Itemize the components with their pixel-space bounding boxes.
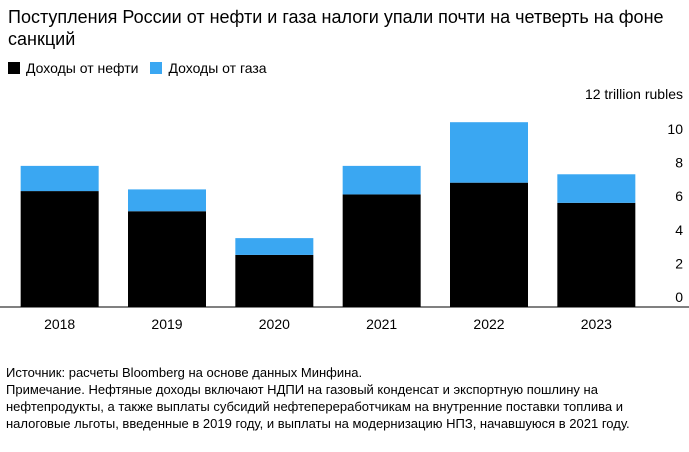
y-tick-label-6: 6 xyxy=(675,188,683,204)
methodology-note: Примечание. Нефтяные доходы включают НДП… xyxy=(6,382,630,431)
bar-gas-2021 xyxy=(342,165,421,195)
y-tick-label-2: 2 xyxy=(675,255,683,271)
x-tick-label-2018: 2018 xyxy=(44,316,75,332)
bar-oil-2021 xyxy=(342,194,421,307)
legend-item-oil: Доходы от нефти xyxy=(8,60,138,76)
y-tick-label-8: 8 xyxy=(675,155,683,171)
bar-oil-2018 xyxy=(20,191,99,307)
y-tick-label-10: 10 xyxy=(667,121,683,137)
bar-gas-2022 xyxy=(450,122,528,183)
footnotes: Источник: расчеты Bloomberg на основе да… xyxy=(6,364,686,432)
x-tick-label-2023: 2023 xyxy=(581,316,612,332)
chart-title: Поступления России от нефти и газа налог… xyxy=(8,7,664,49)
bar-gas-2019 xyxy=(128,189,206,212)
y-axis-unit-label: 12 trillion rubles xyxy=(584,86,683,102)
bar-oil-2023 xyxy=(557,202,636,307)
bar-oil-2019 xyxy=(128,211,206,307)
bar-oil-2020 xyxy=(235,254,314,307)
x-tick-label-2022: 2022 xyxy=(473,316,504,332)
bar-gas-2023 xyxy=(557,174,636,203)
source-note: Источник: расчеты Bloomberg на основе да… xyxy=(6,365,363,380)
legend-item-gas: Доходы от газа xyxy=(150,60,267,76)
legend-label-oil: Доходы от нефти xyxy=(26,60,139,76)
legend-swatch-oil xyxy=(8,62,20,74)
x-tick-label-2021: 2021 xyxy=(366,316,397,332)
legend-label-gas: Доходы от газа xyxy=(168,60,267,76)
legend-swatch-gas xyxy=(150,62,163,74)
bar-gas-2020 xyxy=(235,238,314,255)
x-tick-label-2019: 2019 xyxy=(151,316,182,332)
x-tick-label-2020: 2020 xyxy=(259,316,290,332)
y-tick-label-0: 0 xyxy=(675,289,683,305)
y-tick-label-4: 4 xyxy=(675,222,683,238)
bar-gas-2018 xyxy=(20,165,99,192)
bar-oil-2022 xyxy=(450,182,528,307)
stacked-bar-chart: 2018 2019 2020 2021 2022 2023 0 2 4 6 8 10 xyxy=(0,121,689,332)
legend: Доходы от нефти Доходы от газа xyxy=(8,60,279,76)
